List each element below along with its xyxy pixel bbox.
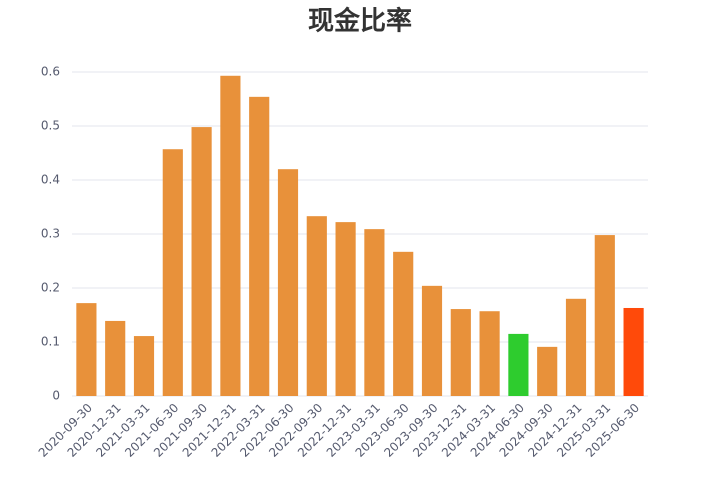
- bar: [421, 285, 443, 396]
- bar: [565, 298, 587, 396]
- bar: [277, 169, 299, 396]
- bar: [479, 311, 500, 396]
- bar: [220, 75, 241, 396]
- bar: [191, 127, 212, 396]
- bar: [76, 303, 97, 396]
- y-tick-label: 0.2: [41, 281, 60, 295]
- bar: [335, 222, 356, 396]
- bar: [105, 320, 126, 396]
- y-tick-label: 0.6: [41, 65, 60, 79]
- bar: [623, 307, 644, 396]
- bar: [508, 333, 529, 396]
- y-tick-label: 0: [52, 389, 60, 403]
- bar: [364, 229, 385, 396]
- bar: [306, 216, 327, 396]
- y-tick-label: 0.5: [41, 119, 60, 133]
- bar: [537, 346, 558, 396]
- bar: [393, 251, 414, 396]
- chart-title: 现金比率: [308, 6, 412, 37]
- bar: [249, 96, 270, 396]
- y-tick-label: 0.4: [41, 173, 60, 187]
- y-tick-label: 0.3: [41, 227, 60, 241]
- bar: [450, 309, 471, 396]
- bar: [594, 235, 615, 396]
- y-tick-label: 0.1: [41, 335, 60, 349]
- bar: [133, 336, 155, 396]
- bar: [162, 149, 183, 396]
